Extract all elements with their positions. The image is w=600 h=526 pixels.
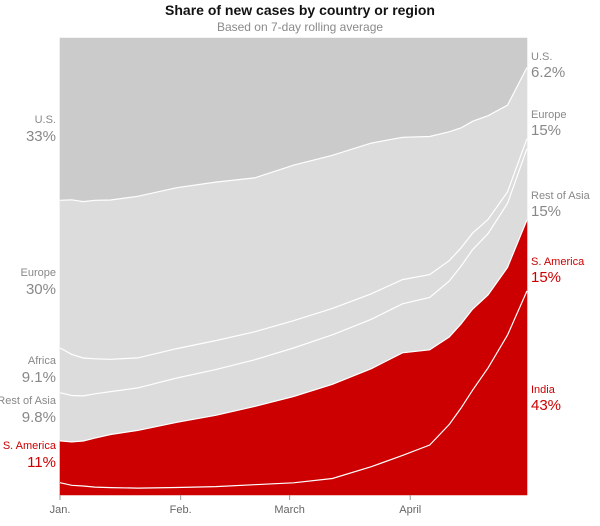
x-axis: Jan. Feb. March April bbox=[50, 495, 421, 516]
x-tick-label-march: March bbox=[274, 504, 305, 516]
boundary-line-rest-of-asia bbox=[59, 148, 528, 397]
start-value-u-s: 33% bbox=[26, 128, 56, 145]
boundary-line-africa bbox=[59, 138, 528, 360]
end-value-europe: 15% bbox=[531, 122, 561, 139]
chart-subtitle: Based on 7-day rolling average bbox=[216, 20, 384, 34]
start-value-s-america: 11% bbox=[27, 454, 56, 471]
end-label-europe: Europe bbox=[531, 109, 566, 121]
start-label-africa: Africa bbox=[28, 355, 57, 367]
end-label-rest-of-asia: Rest of Asia bbox=[531, 190, 591, 202]
start-value-africa: 9.1% bbox=[22, 369, 56, 386]
start-label-s-america: S. America bbox=[3, 440, 57, 452]
area-layers bbox=[59, 37, 528, 496]
start-label-u-s: U.S. bbox=[35, 114, 56, 126]
boundary-line-india bbox=[59, 290, 528, 489]
end-label-u-s: U.S. bbox=[531, 51, 552, 63]
start-label-europe: Europe bbox=[21, 267, 56, 279]
end-value-s-america: 15% bbox=[531, 269, 561, 286]
end-value-u-s: 6.2% bbox=[531, 64, 565, 81]
start-labels: U.S. 33% Europe 30% Africa 9.1% Rest of Asia 9.… bbox=[0, 114, 57, 471]
boundary-lines bbox=[59, 67, 528, 489]
x-tick-label-april: April bbox=[399, 504, 421, 516]
start-value-rest-of-asia: 9.8% bbox=[22, 409, 56, 426]
start-value-europe: 30% bbox=[26, 281, 56, 298]
end-label-india: India bbox=[531, 384, 556, 396]
chart-title: Share of new cases by country or region bbox=[165, 2, 435, 18]
end-label-s-america: S. America bbox=[531, 256, 585, 268]
boundary-line-europe bbox=[59, 67, 528, 203]
end-value-india: 43% bbox=[531, 397, 561, 414]
start-label-rest-of-asia: Rest of Asia bbox=[0, 395, 57, 407]
x-tick-label-feb: Feb. bbox=[170, 504, 192, 516]
x-tick-label-jan: Jan. bbox=[50, 504, 71, 516]
boundary-line-s-america bbox=[59, 219, 528, 443]
end-value-rest-of-asia: 15% bbox=[531, 203, 561, 220]
